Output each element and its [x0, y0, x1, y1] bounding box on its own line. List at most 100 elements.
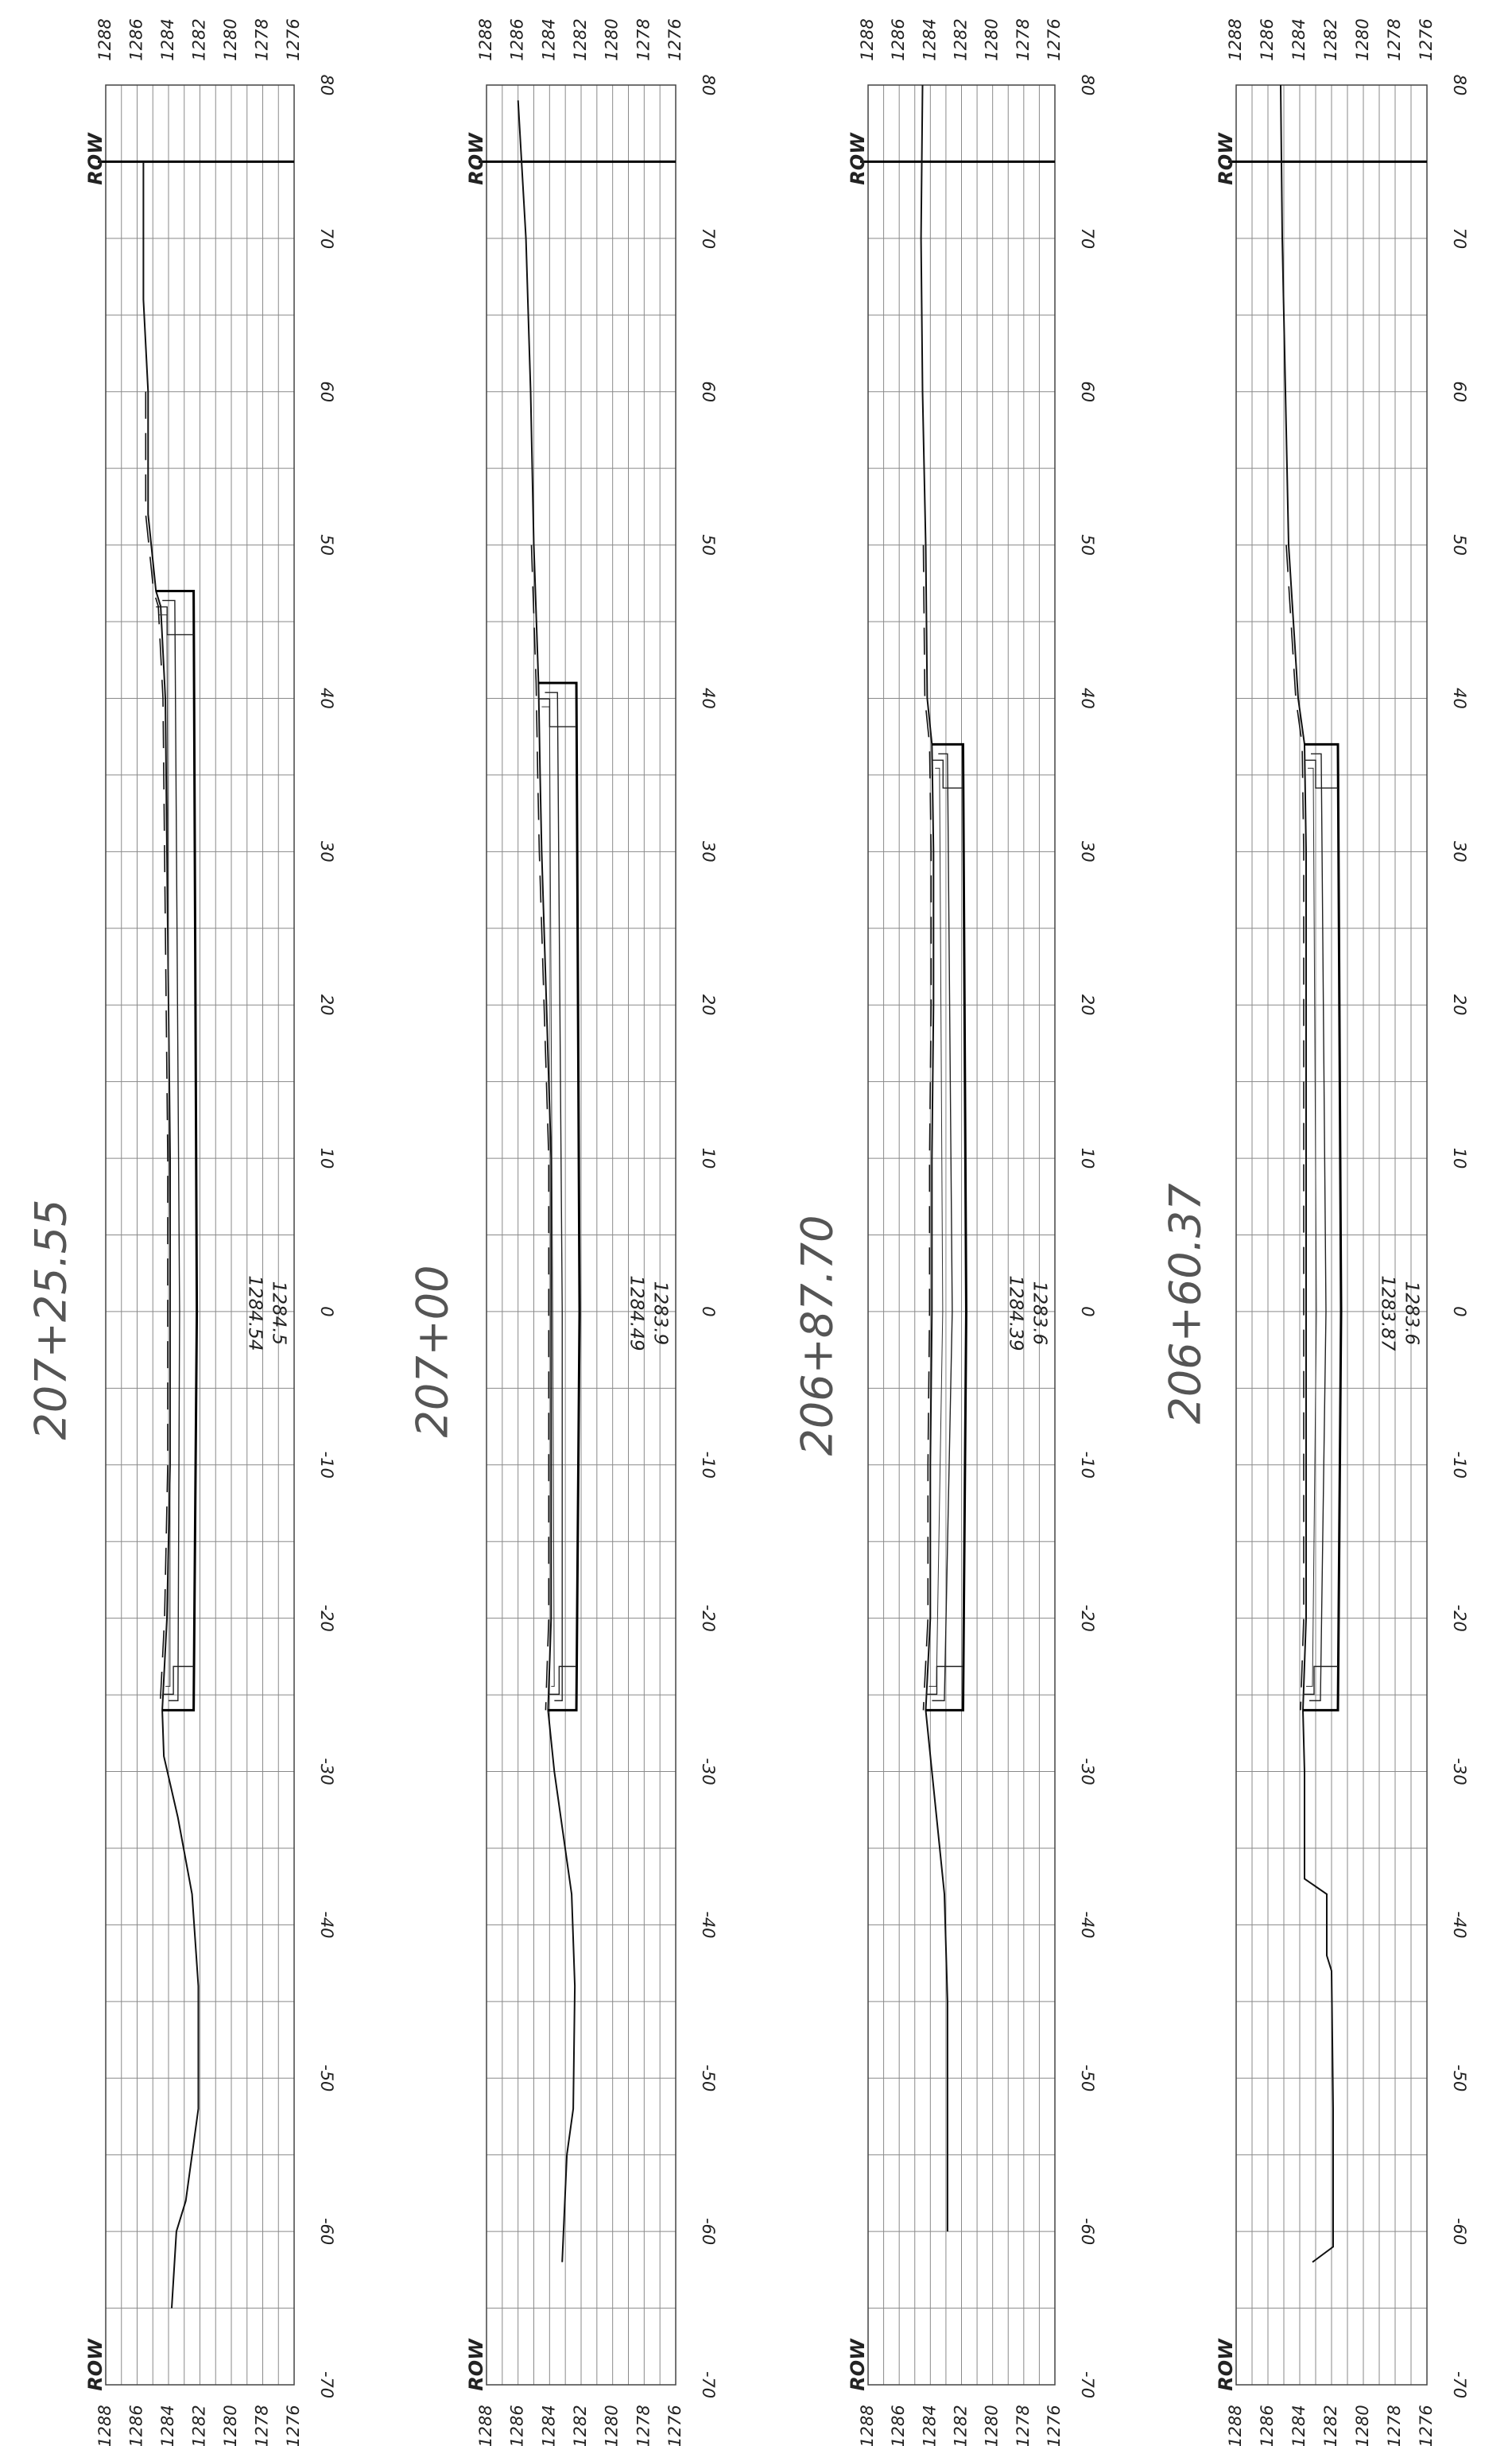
existing-elevation-annotation: 1283.9 [650, 1281, 671, 1345]
offset-tick-label: 10 [1450, 1148, 1469, 1169]
station-label: 206+60.37 [1161, 1184, 1211, 1425]
offset-tick-label: -40 [1078, 1911, 1097, 1938]
elevation-tick-top: 1278 [1385, 18, 1404, 60]
elevation-tick-bottom: 1286 [127, 2405, 146, 2446]
offset-tick-label: 50 [699, 534, 718, 556]
offset-tick-label: 0 [699, 1306, 718, 1316]
row-label-bottom: ROW [1215, 2338, 1237, 2391]
elevation-tick-bottom: 1288 [95, 2405, 114, 2446]
offset-tick-label: -30 [1078, 1758, 1097, 1785]
offset-tick-label: 50 [317, 534, 336, 556]
elevation-tick-bottom: 1278 [1385, 2405, 1404, 2446]
elevation-tick-top: 1278 [634, 18, 653, 60]
offset-tick-label: -60 [317, 2218, 336, 2245]
offset-tick-label: 0 [1078, 1306, 1097, 1316]
elevation-tick-bottom: 1276 [1045, 2405, 1064, 2446]
existing-profile-dashed [145, 391, 169, 1711]
subgrade-line [541, 706, 555, 1687]
offset-tick-label: -50 [317, 2064, 336, 2091]
offset-tick-label: 70 [317, 227, 336, 249]
curb-detail-right [548, 1665, 577, 1696]
offset-tick-label: 0 [317, 1306, 336, 1316]
offset-tick-label: -20 [699, 1605, 718, 1632]
offset-tick-label: 70 [1078, 227, 1097, 249]
offset-tick-label: -40 [1450, 1911, 1469, 1938]
pavement-layer-line [1309, 753, 1327, 1702]
offset-tick-label: -60 [1450, 2218, 1469, 2245]
elevation-tick-bottom: 1284 [539, 2405, 558, 2446]
offset-tick-label: -50 [1450, 2064, 1469, 2091]
elevation-tick-top: 1288 [95, 18, 114, 60]
elevation-tick-top: 1280 [1353, 18, 1372, 60]
elevation-tick-bottom: 1288 [858, 2405, 877, 2446]
elevation-tick-bottom: 1280 [1353, 2405, 1372, 2446]
proposed-pavement-outline [538, 681, 581, 1711]
elevation-tick-bottom: 1284 [1289, 2405, 1308, 2446]
elevation-tick-bottom: 1282 [571, 2405, 590, 2446]
offset-tick-label: -10 [699, 1452, 718, 1479]
offset-tick-label: 70 [1450, 227, 1469, 249]
elevation-tick-bottom: 1278 [634, 2405, 653, 2446]
row-label-bottom: ROW [847, 2338, 869, 2391]
curb-detail-left [538, 698, 577, 727]
subgrade-line [929, 767, 944, 1687]
offset-tick-label: -50 [1078, 2064, 1097, 2091]
offset-tick-label: -20 [1450, 1605, 1469, 1632]
curb-detail-left [1305, 759, 1338, 789]
offset-tick-label: 80 [1450, 75, 1469, 96]
row-label-top: ROW [84, 132, 107, 185]
grid-frame [105, 84, 295, 2386]
station-label: 207+00 [408, 1265, 458, 1437]
offset-tick-label: 60 [699, 381, 718, 402]
elevation-tick-top: 1276 [665, 18, 684, 60]
offset-tick-label: 70 [699, 227, 718, 249]
offset-tick-label: 10 [1078, 1148, 1097, 1169]
offset-tick-label: -40 [317, 1911, 336, 1938]
existing-profile-dashed [530, 545, 550, 1711]
elevation-tick-top: 1286 [127, 18, 146, 60]
offset-tick-label: 40 [699, 688, 718, 709]
cross-section-panel-4: 1288 1288 1286 1286 1284 1284 1282 1282 1280 1280… [1161, 18, 1469, 2446]
station-label: 206+87.70 [793, 1215, 843, 1456]
offset-tick-label: 30 [1078, 841, 1097, 862]
offset-tick-label: 30 [699, 841, 718, 862]
offset-tick-label: -70 [317, 2371, 336, 2398]
elevation-tick-top: 1282 [1321, 18, 1340, 60]
curb-detail-right [925, 1665, 963, 1696]
elevation-tick-bottom: 1280 [983, 2405, 1002, 2446]
elevation-tick-top: 1284 [920, 18, 939, 60]
curb-detail-right [162, 1665, 194, 1696]
elevation-tick-top: 1278 [253, 18, 272, 60]
elevation-tick-top: 1276 [1045, 18, 1064, 60]
elevation-tick-top: 1288 [476, 18, 495, 60]
proposed-pavement-outline [925, 742, 967, 1711]
elevation-tick-top: 1282 [190, 18, 209, 60]
offset-tick-label: 50 [1078, 534, 1097, 556]
offset-tick-label: -20 [1078, 1605, 1097, 1632]
existing-elevation-annotation: 1283.6 [1402, 1281, 1422, 1345]
offset-tick-label: 20 [699, 994, 718, 1016]
station-label: 207+25.55 [26, 1200, 76, 1440]
offset-tick-label: 60 [1450, 381, 1469, 402]
elevation-tick-bottom: 1276 [1417, 2405, 1436, 2446]
offset-tick-label: -70 [699, 2371, 718, 2398]
offset-tick-label: -10 [1078, 1452, 1097, 1479]
subgrade-line [159, 614, 171, 1687]
row-label-top: ROW [465, 132, 487, 185]
proposed-pavement-outline [156, 589, 199, 1711]
elevation-tick-top: 1276 [1417, 18, 1436, 60]
offset-tick-label: 80 [317, 75, 336, 96]
offset-tick-label: 30 [1450, 841, 1469, 862]
offset-tick-label: -30 [1450, 1758, 1469, 1785]
elevation-tick-bottom: 1280 [221, 2405, 240, 2446]
elevation-tick-bottom: 1276 [284, 2405, 303, 2446]
cross-section-panel-1: 1288 1288 1286 1286 1284 1284 1282 1282 1280 1280… [26, 18, 336, 2446]
existing-ground-line [517, 100, 576, 2262]
elevation-tick-top: 1284 [1289, 18, 1308, 60]
proposed-elevation-annotation: 1283.87 [1378, 1275, 1398, 1351]
offset-tick-label: 0 [1450, 1306, 1469, 1316]
offset-tick-label: 40 [317, 688, 336, 709]
grid-frame [867, 84, 1056, 2386]
elevation-tick-top: 1278 [1014, 18, 1033, 60]
